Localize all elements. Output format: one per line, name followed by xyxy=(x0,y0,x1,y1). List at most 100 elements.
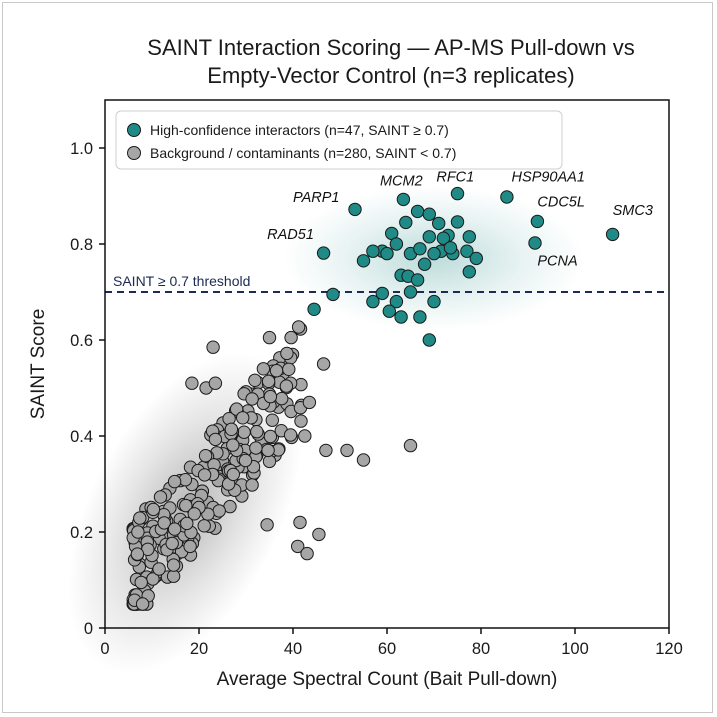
point-background xyxy=(269,364,284,378)
data-points xyxy=(126,186,620,611)
point-high-confidence xyxy=(394,310,408,324)
chart-title-line-2: Empty-Vector Control (n=3 replicates) xyxy=(207,63,574,88)
threshold-label: SAINT ≥ 0.7 threshold xyxy=(113,273,250,289)
point-background xyxy=(245,392,259,406)
y-tick-label: 0.2 xyxy=(70,524,93,542)
x-tick-label: 40 xyxy=(284,640,302,658)
point-background xyxy=(180,516,194,531)
point-background xyxy=(291,539,305,554)
x-tick-label: 20 xyxy=(190,640,208,658)
y-tick-label: 0.4 xyxy=(70,428,93,446)
gene-label-smc3: SMC3 xyxy=(613,203,653,219)
point-high-confidence xyxy=(399,215,413,230)
gene-labels: PARP1 MCM2 RFC1 HSP90AA1 CDC5L SMC3 RAD51 PCNA xyxy=(267,170,653,270)
point-high-confidence xyxy=(410,204,425,219)
point-background xyxy=(319,443,333,458)
point-background xyxy=(197,519,211,533)
point-high-confidence xyxy=(422,207,436,221)
point-background xyxy=(263,389,278,404)
point-background xyxy=(146,502,161,517)
point-background xyxy=(166,558,181,572)
point-high-confidence xyxy=(389,237,404,251)
point-background xyxy=(282,362,296,376)
point-high-confidence xyxy=(605,227,620,242)
gene-label-mcm2: MCM2 xyxy=(380,173,423,189)
x-axis-label: Average Spectral Count (Bait Pull-down) xyxy=(217,669,558,690)
point-background xyxy=(262,330,277,345)
point-high-confidence xyxy=(382,304,396,318)
point-high-confidence xyxy=(427,294,441,309)
x-tick-label: 0 xyxy=(100,640,109,658)
point-high-confidence xyxy=(530,214,545,229)
y-tick-label: 0.8 xyxy=(70,236,93,254)
legend-box xyxy=(115,110,563,170)
gene-label-hsp90aa1: HSP90AA1 xyxy=(512,170,585,186)
point-background xyxy=(249,441,263,455)
point-background xyxy=(178,473,193,487)
legend-label-high-confidence: High-confidence interactors (n=47, SAINT… xyxy=(150,122,449,138)
point-background xyxy=(283,428,298,442)
point-background xyxy=(262,454,277,469)
point-background xyxy=(152,562,166,576)
point-background xyxy=(294,414,308,428)
point-high-confidence xyxy=(443,241,458,255)
point-background xyxy=(212,504,226,518)
gene-label-parp1: PARP1 xyxy=(293,190,339,206)
point-background xyxy=(298,429,312,443)
point-high-confidence xyxy=(422,333,436,347)
point-background xyxy=(312,527,326,542)
point-background xyxy=(245,478,259,492)
point-high-confidence xyxy=(410,273,425,287)
gene-label-pcna: PCNA xyxy=(537,254,577,270)
point-background xyxy=(179,498,193,513)
point-high-confidence xyxy=(307,302,321,316)
point-background xyxy=(237,425,251,439)
x-tick-label: 120 xyxy=(655,640,683,658)
legend: High-confidence interactors (n=47, SAINT… xyxy=(115,110,563,170)
point-background xyxy=(238,453,253,468)
gene-label-cdc5l: CDC5L xyxy=(537,195,585,211)
point-high-confidence xyxy=(356,254,371,268)
x-tick-label: 100 xyxy=(561,640,589,658)
point-high-confidence xyxy=(450,186,465,201)
point-high-confidence xyxy=(413,242,427,256)
point-high-confidence xyxy=(500,190,514,204)
point-high-confidence xyxy=(403,285,418,299)
point-high-confidence xyxy=(380,246,394,261)
point-background xyxy=(261,443,275,458)
point-background xyxy=(263,429,278,444)
point-high-confidence xyxy=(528,236,542,250)
point-background xyxy=(226,438,240,452)
point-background xyxy=(206,340,220,354)
point-high-confidence xyxy=(462,230,476,244)
point-high-confidence xyxy=(450,215,465,229)
point-background xyxy=(316,357,331,371)
point-background xyxy=(261,374,276,388)
point-background xyxy=(293,515,307,530)
point-background xyxy=(403,438,418,453)
x-tick-label: 60 xyxy=(378,640,396,658)
point-background xyxy=(208,432,223,447)
point-high-confidence xyxy=(413,310,427,324)
point-background xyxy=(256,362,271,376)
point-high-confidence xyxy=(422,230,436,244)
point-background xyxy=(302,395,317,410)
point-high-confidence xyxy=(436,231,451,245)
point-background xyxy=(153,490,168,504)
point-background xyxy=(167,522,182,536)
point-background xyxy=(265,413,279,427)
point-background xyxy=(226,467,241,482)
point-background xyxy=(185,376,199,390)
y-tick-label: 0.6 xyxy=(70,332,93,350)
y-axis-ticks: 0 0.2 0.4 0.6 0.8 1.0 xyxy=(70,140,105,638)
point-background xyxy=(198,449,213,463)
point-high-confidence xyxy=(417,257,432,271)
density-glow-layer xyxy=(67,186,584,674)
point-background xyxy=(291,320,306,334)
point-background xyxy=(356,453,371,467)
chart-title-line-1: SAINT Interaction Scoring — AP-MS Pull-d… xyxy=(147,35,634,60)
point-background xyxy=(167,474,182,489)
point-background xyxy=(300,546,314,561)
point-background xyxy=(208,376,223,390)
